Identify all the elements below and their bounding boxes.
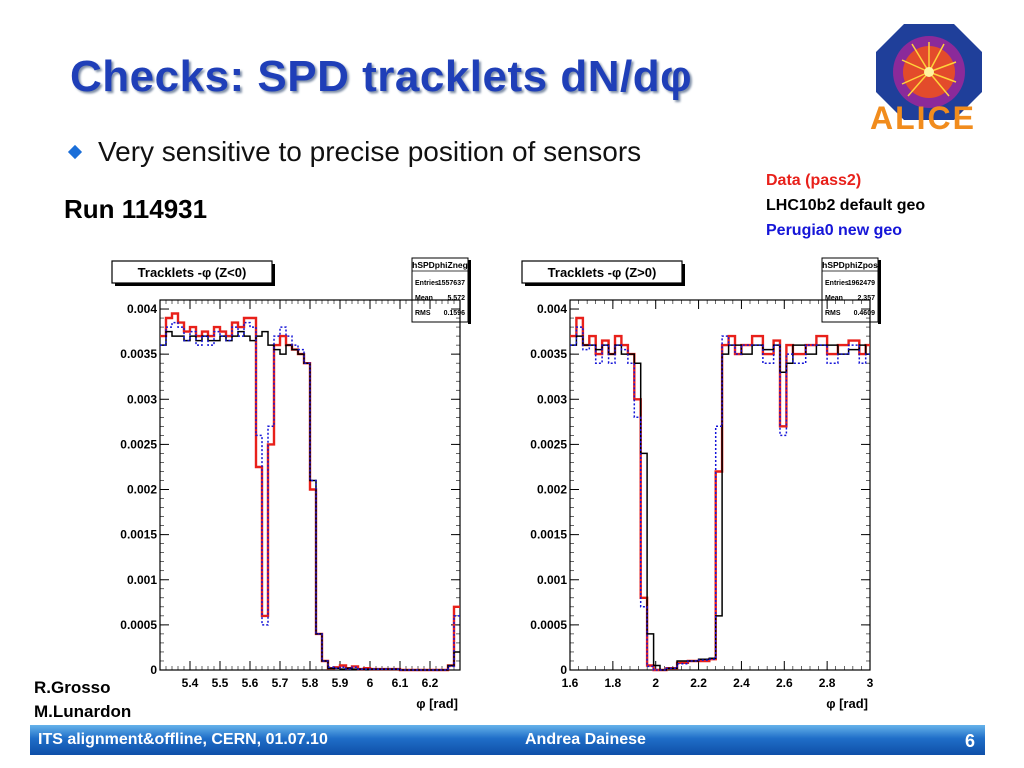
stats-name: hSPDphiZneg	[412, 260, 468, 270]
stats-value: 1962479	[848, 280, 875, 287]
y-tick-label: 0.0035	[120, 347, 157, 361]
y-tick-label: 0	[560, 663, 567, 677]
stats-label: RMS	[825, 310, 841, 317]
x-tick-label: 5.9	[332, 676, 349, 690]
stats-label: Mean	[825, 295, 843, 302]
y-tick-label: 0	[150, 663, 157, 677]
x-axis-label: φ [rad]	[416, 696, 458, 711]
x-tick-label: 5.8	[302, 676, 319, 690]
chart-title-shadow	[115, 283, 275, 286]
stats-label: RMS	[415, 310, 431, 317]
bullet-diamond-icon	[67, 144, 83, 160]
stats-frame	[411, 257, 469, 323]
author-2: M.Lunardon	[34, 702, 132, 721]
stats-box: hSPDphiZpos Entries 1962479 Mean 2.357 RMS 0.4…	[821, 257, 881, 324]
stats-box: hSPDphiZneg Entries 1557637 Mean 5.572 RMS 0.1…	[411, 257, 471, 324]
legend-entry-lhc10b2: LHC10b2 default geo	[766, 197, 926, 214]
run-label: Run 114931	[64, 194, 208, 224]
x-tick-label: 1.6	[562, 676, 579, 690]
author-1: R.Grosso	[34, 678, 111, 697]
x-tick-label: 6.1	[392, 676, 409, 690]
x-tick-label: 2	[652, 676, 659, 690]
footer-bar: ITS alignment&offline, CERN, 01.07.10 An…	[30, 725, 985, 755]
stats-label: Entries	[825, 280, 849, 287]
stats-shadow	[878, 260, 881, 324]
x-tick-label: 2.6	[776, 676, 793, 690]
y-tick-label: 0.0015	[120, 528, 157, 542]
y-tick-label: 0.0025	[530, 437, 567, 451]
x-tick-label: 2.2	[690, 676, 707, 690]
x-tick-label: 3	[867, 676, 874, 690]
y-tick-label: 0.003	[537, 392, 567, 406]
stats-label: Mean	[415, 295, 433, 302]
page-number: 6	[964, 731, 975, 751]
slide-title: Checks: SPD tracklets dN/dφ	[70, 52, 693, 101]
series-line-2	[160, 321, 460, 671]
y-tick-label: 0.0025	[120, 437, 157, 451]
stats-label: Entries	[415, 280, 439, 287]
chart-title: Tracklets -φ (Z>0)	[548, 265, 657, 280]
bullet-text: Very sensitive to precise position of se…	[98, 136, 642, 167]
chart-title-box: Tracklets -φ (Z>0)	[521, 260, 685, 286]
chart-title-shadow	[682, 264, 685, 286]
x-tick-label: 6.2	[422, 676, 439, 690]
x-tick-label: 2.4	[733, 676, 750, 690]
stats-value: 0.4609	[854, 310, 876, 317]
y-tick-label: 0.0005	[120, 618, 157, 632]
series-line-0	[160, 312, 460, 672]
x-tick-label: 5.4	[182, 676, 199, 690]
footer-event: ITS alignment&offline, CERN, 01.07.10	[38, 731, 328, 748]
x-tick-label: 1.8	[605, 676, 622, 690]
x-tick-label: 5.5	[212, 676, 229, 690]
legend: Data (pass2) LHC10b2 default geo Perugia…	[766, 168, 925, 243]
y-tick-label: 0.0005	[530, 618, 567, 632]
chart-title-shadow	[272, 264, 275, 286]
chart-title: Tracklets -φ (Z<0)	[138, 265, 247, 280]
stats-name: hSPDphiZpos	[822, 260, 878, 270]
y-tick-label: 0.004	[537, 302, 567, 316]
stats-value: 2.357	[857, 295, 875, 302]
x-tick-label: 5.7	[272, 676, 289, 690]
chart-title-shadow	[525, 283, 685, 286]
bullet-item: Very sensitive to precise position of se…	[67, 136, 642, 168]
alice-logo-text: ALICE	[870, 100, 976, 136]
x-axis-label: φ [rad]	[826, 696, 868, 711]
stats-value: 1557637	[438, 280, 465, 287]
chart-z-positive: Tracklets -φ (Z>0) hSPDphiZpos Entries 1962…	[521, 257, 881, 711]
chart-title-box: Tracklets -φ (Z<0)	[111, 260, 275, 286]
stats-value: 5.572	[447, 295, 465, 302]
series-line-0	[570, 316, 870, 672]
y-tick-label: 0.003	[127, 392, 157, 406]
y-tick-label: 0.0035	[530, 347, 567, 361]
x-tick-label: 5.6	[242, 676, 259, 690]
x-tick-label: 6	[367, 676, 374, 690]
authors: R.Grosso M.Lunardon	[34, 676, 131, 724]
alice-logo-icon	[876, 24, 982, 120]
y-tick-label: 0.001	[537, 573, 567, 587]
y-tick-label: 0.002	[127, 483, 157, 497]
chart-z-negative: Tracklets -φ (Z<0) hSPDphiZneg Entries 1557…	[111, 257, 471, 711]
plot-frame	[569, 299, 871, 671]
y-tick-label: 0.002	[537, 483, 567, 497]
series-line-2	[570, 326, 870, 671]
y-tick-label: 0.004	[127, 302, 157, 316]
stats-value: 0.1596	[444, 310, 466, 317]
legend-entry-data: Data (pass2)	[766, 172, 862, 189]
stats-shadow	[468, 260, 471, 324]
y-tick-label: 0.0015	[530, 528, 567, 542]
legend-entry-perugia0: Perugia0 new geo	[766, 222, 903, 239]
x-tick-label: 2.8	[819, 676, 836, 690]
series-line-1	[570, 335, 870, 671]
y-tick-label: 0.001	[127, 573, 157, 587]
footer-presenter: Andrea Dainese	[525, 731, 646, 748]
